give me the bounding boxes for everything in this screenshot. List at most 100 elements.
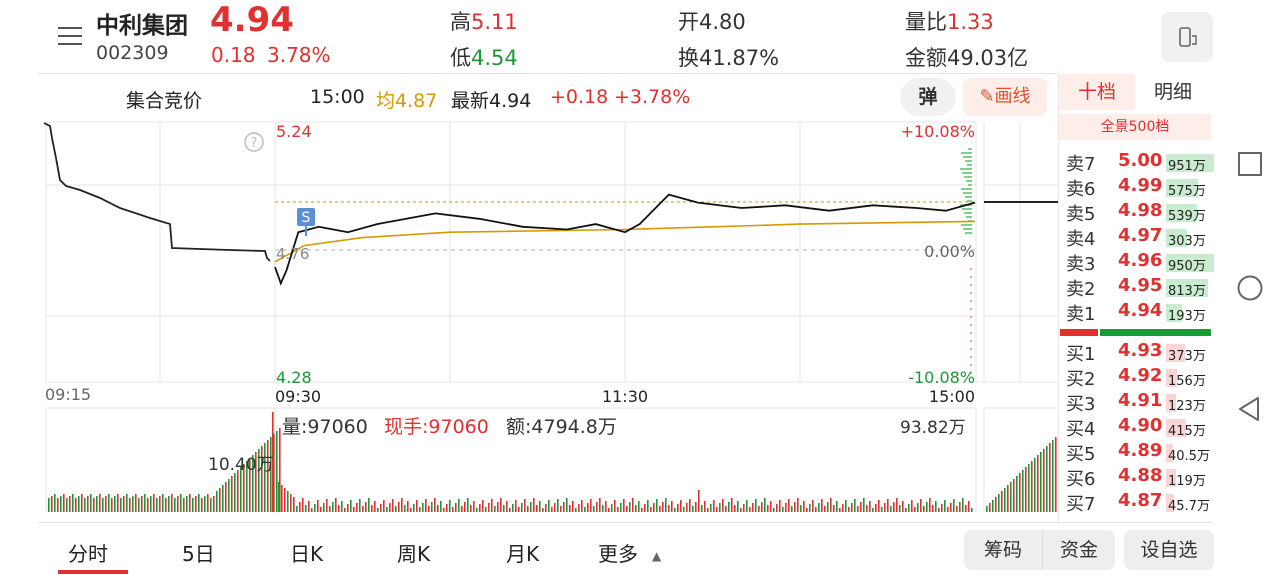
bid-row[interactable]: 买6 4.88 119万	[1066, 465, 1212, 490]
volume-bar	[497, 502, 499, 512]
volume-bar	[995, 497, 997, 512]
volume-bar	[323, 503, 325, 512]
level-volume: 119万	[1168, 474, 1206, 489]
auction-label: 集合竞价	[126, 90, 203, 112]
volume-bar	[54, 494, 56, 512]
header-divider	[38, 73, 1058, 74]
volume-bar	[93, 498, 95, 512]
price-change-pct: 3.78%	[267, 43, 331, 67]
bid-row[interactable]: 买3 4.91 123万	[1066, 390, 1212, 415]
ask-row[interactable]: 卖6 4.99 575万	[1066, 175, 1212, 200]
volume-bar	[524, 499, 526, 512]
volume-bar	[284, 488, 286, 512]
volume-bar	[305, 505, 307, 512]
volume-bar	[914, 507, 916, 512]
volume-bar	[81, 494, 83, 512]
volume-bar	[854, 499, 856, 512]
level-volume-bar	[1166, 179, 1198, 197]
tab-monthly-k[interactable]: 月K	[506, 538, 539, 567]
volume-bar	[878, 500, 880, 512]
volume-bar	[908, 504, 910, 512]
volume-bar	[830, 498, 832, 512]
flow-bar	[963, 228, 972, 230]
tab-intraday[interactable]: 分时	[68, 538, 108, 567]
ask-row[interactable]: 卖7 5.00 951万	[1066, 150, 1214, 175]
bid-row[interactable]: 买4 4.90 415万	[1066, 415, 1212, 440]
home-button[interactable]	[1236, 274, 1264, 302]
ask-row[interactable]: 卖5 4.98 539万	[1066, 200, 1212, 225]
tab-detail[interactable]: 明细	[1135, 74, 1211, 110]
full-depth-button[interactable]: 全景500档	[1059, 114, 1211, 140]
volume-bar	[1046, 446, 1048, 512]
volume-bar	[314, 504, 316, 512]
chips-button[interactable]: 筹码	[964, 530, 1042, 570]
menu-icon[interactable]	[56, 22, 84, 50]
level-volume-bar	[1166, 469, 1176, 487]
volume-bar	[195, 496, 197, 512]
volume-bar	[207, 494, 209, 512]
recent-apps-button[interactable]	[1236, 150, 1264, 178]
volume-bar	[770, 501, 772, 512]
volume-bar	[623, 499, 625, 512]
volume-bar	[926, 502, 928, 512]
bid-row[interactable]: 买5 4.89 40.5万	[1066, 440, 1212, 465]
volume-bar	[917, 503, 919, 512]
dan-button[interactable]: 弹	[900, 78, 956, 116]
rotate-screen-button[interactable]	[1161, 12, 1213, 62]
volume-chart[interactable]	[0, 406, 1060, 518]
volume-bar	[329, 506, 331, 512]
volume-bar	[689, 499, 691, 512]
volume-grid	[45, 407, 1058, 512]
level-volume-bar	[1166, 394, 1176, 412]
volume-bar	[518, 507, 520, 512]
signal-s-marker[interactable]: S	[297, 208, 315, 236]
volume-bar	[863, 498, 865, 512]
volume-bar	[383, 500, 385, 512]
volume-bar	[614, 500, 616, 512]
funds-button[interactable]: 资金	[1042, 530, 1115, 570]
volume-bar	[338, 505, 340, 512]
ask-row[interactable]: 卖3 4.96 950万	[1066, 250, 1214, 275]
volume-bar	[114, 496, 116, 512]
bid-row[interactable]: 买2 4.92 156万	[1066, 365, 1212, 390]
bid-row[interactable]: 买7 4.87 45.7万	[1066, 490, 1212, 515]
orderbook-panel	[1058, 74, 1214, 524]
tab-5day[interactable]: 5日	[182, 538, 215, 567]
flow-bar	[961, 224, 972, 226]
volume-bar	[380, 504, 382, 512]
volume-bar	[374, 501, 376, 512]
volume-bar	[683, 507, 685, 512]
tab-more[interactable]: 更多 ▲	[598, 538, 661, 567]
volume-bar	[105, 496, 107, 512]
ask-row[interactable]: 卖4 4.97 303万	[1066, 225, 1212, 250]
caret-up-icon: ▲	[652, 548, 662, 563]
bid-row[interactable]: 买1 4.93 373万	[1066, 340, 1212, 365]
stat-low-label: 低	[450, 46, 471, 70]
add-watchlist-button[interactable]: 设自选	[1124, 530, 1214, 570]
volume-bar	[872, 508, 874, 512]
volume-bar	[341, 501, 343, 512]
volume-bar	[677, 504, 679, 512]
stat-open-label: 开	[678, 10, 699, 34]
ask-row[interactable]: 卖1 4.94 193万	[1066, 300, 1212, 325]
stat-amount-label: 金额	[905, 46, 947, 70]
back-button[interactable]	[1236, 395, 1264, 423]
volume-bar	[638, 501, 640, 512]
level-volume: 193万	[1168, 309, 1206, 324]
flow-bar	[970, 268, 972, 270]
volume-bar	[707, 508, 709, 512]
draw-line-button[interactable]: ✎画线	[963, 78, 1047, 116]
volume-label: 量:97060	[282, 416, 368, 438]
volume-bar	[710, 504, 712, 512]
volume-bar	[797, 498, 799, 512]
price-chart[interactable]: S ? 5.24 4.28 4.76 +10.08% 0.00% -10.08%…	[0, 118, 1060, 408]
volume-bar	[135, 494, 137, 512]
help-icon[interactable]: ?	[244, 132, 264, 152]
tab-ten-levels[interactable]: 十档	[1059, 74, 1135, 110]
volume-bar	[147, 498, 149, 512]
tab-weekly-k[interactable]: 周K	[397, 538, 430, 567]
volume-bar	[237, 470, 239, 512]
tab-daily-k[interactable]: 日K	[290, 538, 323, 567]
ask-row[interactable]: 卖2 4.95 813万	[1066, 275, 1212, 300]
average-price-line	[274, 220, 976, 263]
